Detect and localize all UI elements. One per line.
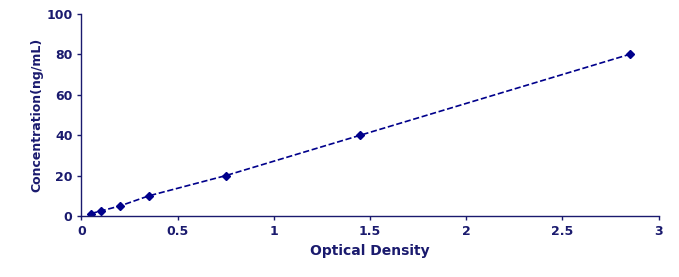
Y-axis label: Concentration(ng/mL): Concentration(ng/mL) <box>31 38 43 192</box>
X-axis label: Optical Density: Optical Density <box>310 244 430 258</box>
